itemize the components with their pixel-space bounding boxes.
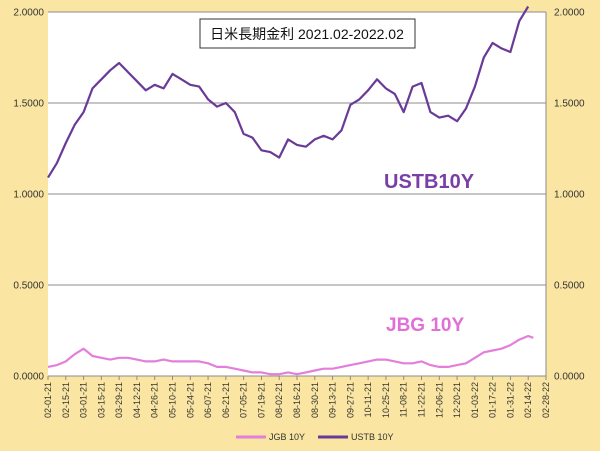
ustb-annotation: USTB10Y: [384, 171, 475, 193]
jgb-10y-line: [47, 334, 534, 376]
x-tick-label: 10-11-21: [363, 382, 373, 417]
x-tick-label: 06-21-21: [221, 382, 231, 418]
y-axis-right: 0.0000 0.5000 1.0000 1.5000 2.0000: [554, 8, 585, 383]
ustb-10y-line: [47, 5, 530, 179]
chart-title-frame: [199, 18, 416, 49]
x-tick-label: 02-15-21: [61, 382, 71, 418]
x-tick-label: 09-13-21: [328, 382, 338, 418]
x-tick-label: 08-30-21: [310, 382, 320, 418]
y-tick-label-left: 2.0000: [13, 8, 44, 19]
chart-title-box: 日米長期金利 2021.02-2022.02: [199, 18, 416, 49]
x-tick-label: 07-19-21: [256, 382, 266, 418]
y-tick-label-right: 0.5000: [554, 281, 585, 292]
x-tick-label: 11-22-21: [417, 382, 427, 417]
x-tick-label: 01-03-22: [470, 382, 480, 418]
x-tick-label: 04-26-21: [150, 382, 160, 418]
x-tick-label: 12-06-21: [434, 382, 444, 418]
x-tick-label: 04-12-21: [132, 382, 142, 418]
x-tick-label: 01-17-22: [488, 382, 498, 418]
chart-title: 日米長期金利 2021.02-2022.02: [210, 26, 404, 42]
x-tick-label: 10-25-21: [381, 382, 391, 418]
x-tick-label: 06-07-21: [203, 382, 213, 418]
x-tick-label: 03-15-21: [96, 382, 106, 418]
x-tick-label: 09-27-21: [345, 382, 355, 418]
series-lines: [47, 5, 534, 376]
y-tick-label-left: 1.5000: [13, 99, 44, 110]
legend: JGB 10Y USTB 10Y: [236, 432, 394, 442]
legend-label-jgb: JGB 10Y: [269, 432, 305, 442]
x-tick-label: 03-01-21: [79, 382, 89, 418]
y-tick-label-left: 0.0000: [13, 372, 44, 383]
x-tick-label: 08-02-21: [274, 382, 284, 418]
y-tick-label-left: 1.0000: [13, 190, 44, 201]
x-tick-label: 02-01-21: [43, 382, 53, 418]
y-tick-label-right: 2.0000: [554, 8, 585, 19]
x-tick-label: 02-28-22: [541, 382, 551, 418]
x-tick-label: 05-10-21: [168, 382, 178, 418]
y-tick-label-left: 0.5000: [13, 281, 44, 292]
y-tick-label-right: 0.0000: [554, 372, 585, 383]
legend-label-ustb: USTB 10Y: [351, 432, 394, 442]
y-tick-label-right: 1.5000: [554, 99, 585, 110]
x-tick-label: 07-05-21: [239, 382, 249, 418]
x-tick-label: 01-31-22: [505, 382, 515, 418]
x-tick-label: 05-24-21: [185, 382, 195, 418]
x-tick-label: 03-29-21: [114, 382, 124, 418]
x-tick-label: 08-16-21: [292, 382, 302, 418]
x-tick-label: 02-14-22: [523, 382, 533, 418]
x-tick-label: 12-20-21: [452, 382, 462, 418]
y-axis-left: 0.0000 0.5000 1.0000 1.5000 2.0000: [13, 8, 44, 383]
jgb-annotation: JBG 10Y: [386, 315, 464, 336]
x-tick-label: 11-08-21: [399, 382, 409, 417]
y-tick-label-right: 1.0000: [554, 190, 585, 201]
x-axis: 02-01-21 02-15-21 03-01-21 03-15-21 03-29-21…: [43, 376, 551, 418]
